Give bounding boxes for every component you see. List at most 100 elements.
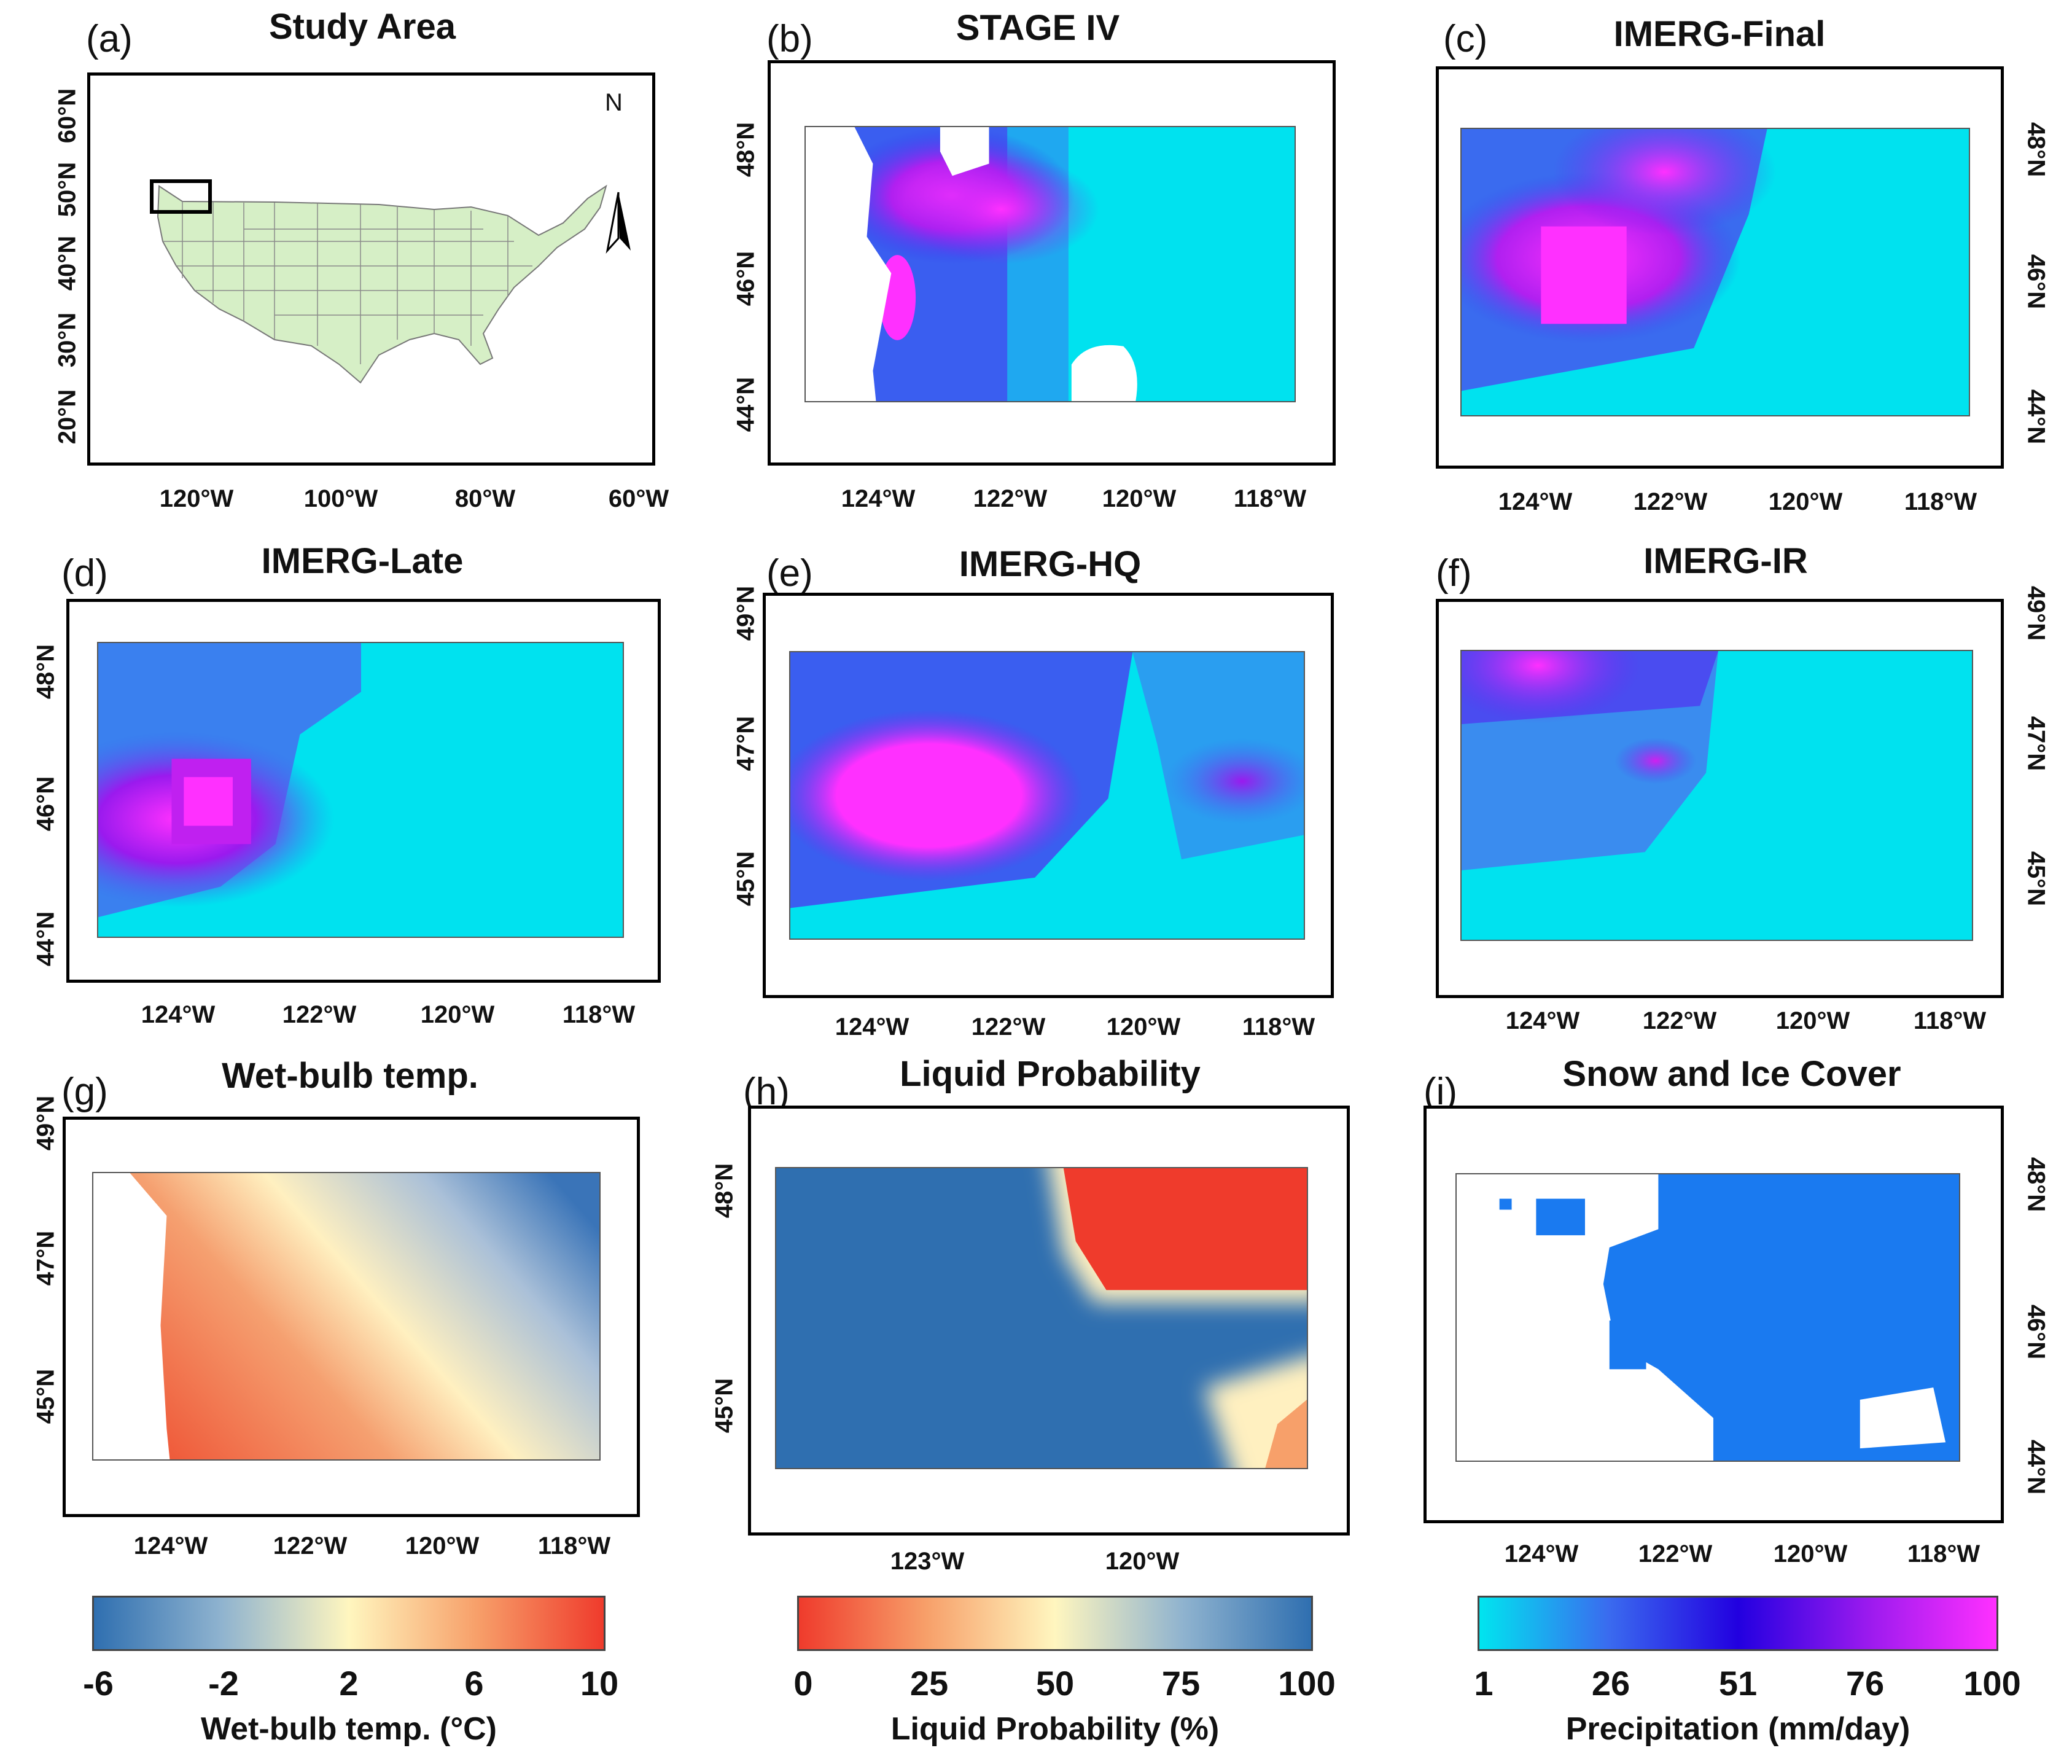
panel-title: IMERG-IR	[1643, 541, 1808, 581]
precip-map-imerg-hq	[789, 651, 1305, 940]
y-tick-label: 49°N	[732, 585, 760, 641]
y-tick-label: 49°N	[2022, 585, 2050, 641]
y-tick-label: 44°N	[2022, 389, 2050, 445]
y-tick-label: 46°N	[2022, 254, 2050, 310]
y-tick-label: 44°N	[32, 911, 60, 967]
colorbar-wet-bulb	[92, 1596, 606, 1651]
colorbar-precipitation-title: Precipitation (mm/day)	[1565, 1711, 1910, 1747]
y-tick-label: 46°N	[32, 776, 60, 832]
x-tick-label: 122°W	[1633, 488, 1708, 515]
x-tick-label: 118°W	[1904, 488, 1977, 515]
y-tick-label: 47°N	[32, 1230, 60, 1286]
north-label: N	[605, 89, 623, 116]
x-tick-label: 120°W	[1106, 1013, 1181, 1040]
panel-title: IMERG-HQ	[959, 544, 1142, 584]
y-tick-label: 48°N	[2022, 1157, 2050, 1212]
precip-map-imerg-late	[97, 642, 624, 938]
x-tick-label: 80°W	[454, 485, 516, 512]
panel-label: (a)	[86, 18, 133, 60]
colorbar-tick-label: 0	[793, 1664, 813, 1703]
y-tick-label: 44°N	[2022, 1439, 2050, 1495]
x-tick-label: 122°W	[1642, 1007, 1717, 1034]
colorbar-tick-label: 26	[1591, 1664, 1630, 1703]
y-tick-label: 45°N	[2022, 851, 2050, 907]
state-borders	[163, 201, 532, 364]
x-tick-label: 124°W	[141, 1001, 216, 1028]
y-tick-label: 60°N	[53, 88, 81, 144]
study-area-map	[87, 72, 655, 466]
panel-title: Study Area	[268, 7, 456, 47]
y-tick-label: 45°N	[711, 1378, 738, 1434]
y-tick-label: 45°N	[32, 1368, 60, 1424]
x-tick-label: 123°W	[890, 1548, 965, 1575]
precip-map-stage-iv	[804, 126, 1296, 402]
x-tick-label: 122°W	[1638, 1540, 1713, 1567]
colorbar-precipitation	[1478, 1596, 1998, 1651]
x-tick-label: 100°W	[303, 485, 378, 512]
colorbar-tick-label: -6	[83, 1664, 114, 1703]
colorbar-tick-label: 100	[1963, 1664, 2021, 1703]
liquid-probability-map	[775, 1167, 1308, 1469]
y-tick-label: 47°N	[2022, 716, 2050, 771]
x-tick-label: 124°W	[1504, 1540, 1579, 1567]
study-area-box	[150, 179, 212, 214]
colorbar-tick-label: 1	[1474, 1664, 1494, 1703]
colorbar-tick-label: 50	[1035, 1664, 1075, 1703]
snow-ice-cover-map	[1455, 1173, 1960, 1462]
colorbar-tick-label: -2	[208, 1664, 239, 1703]
y-tick-label: 48°N	[32, 644, 60, 700]
x-tick-label: 120°W	[420, 1001, 495, 1028]
panel-label: (g)	[61, 1071, 108, 1113]
panel-label: (d)	[61, 552, 108, 595]
y-tick-label: 20°N	[53, 389, 81, 445]
x-tick-label: 124°W	[1498, 488, 1573, 515]
north-arrow-icon	[618, 192, 631, 251]
colorbar-tick-label: 75	[1161, 1664, 1201, 1703]
x-tick-label: 124°W	[835, 1013, 909, 1040]
colorbar-tick-label: 10	[580, 1664, 619, 1703]
x-tick-label: 120°W	[1773, 1540, 1848, 1567]
colorbar-liquid-probability	[797, 1596, 1313, 1651]
x-tick-label: 118°W	[537, 1532, 611, 1559]
y-tick-label: 49°N	[32, 1095, 60, 1151]
precip-map-imerg-ir	[1460, 650, 1973, 941]
x-tick-label: 120°W	[1768, 488, 1843, 515]
colorbar-wet-bulb-title: Wet-bulb temp. (°C)	[201, 1711, 497, 1747]
y-tick-label: 44°N	[732, 377, 760, 432]
x-tick-label: 118°W	[1913, 1007, 1987, 1034]
x-tick-label: 60°W	[608, 485, 669, 512]
colorbar-tick-label: 6	[464, 1664, 484, 1703]
colorbar-tick-label: 76	[1845, 1664, 1885, 1703]
colorbar-tick-label: 25	[909, 1664, 949, 1703]
y-tick-label: 30°N	[53, 312, 81, 368]
y-tick-label: 50°N	[53, 162, 81, 217]
x-tick-label: 120°W	[1105, 1548, 1180, 1575]
x-tick-label: 122°W	[273, 1532, 348, 1559]
panel-title: Liquid Probability	[900, 1054, 1201, 1094]
y-tick-label: 46°N	[732, 251, 760, 306]
colorbar-tick-label: 100	[1278, 1664, 1336, 1703]
x-tick-label: 118°W	[562, 1001, 636, 1028]
x-tick-label: 120°W	[159, 485, 234, 512]
usa-land	[157, 184, 607, 384]
panel-label: (f)	[1436, 552, 1472, 595]
y-tick-label: 48°N	[2022, 122, 2050, 178]
y-tick-label: 48°N	[711, 1163, 738, 1219]
y-tick-label: 47°N	[732, 716, 760, 771]
y-tick-label: 45°N	[732, 851, 760, 907]
x-tick-label: 122°W	[971, 1013, 1046, 1040]
x-tick-label: 122°W	[282, 1001, 357, 1028]
x-tick-label: 120°W	[1775, 1007, 1850, 1034]
y-tick-label: 46°N	[2022, 1304, 2050, 1360]
panel-label: (e)	[766, 552, 813, 595]
wet-bulb-temp-map	[92, 1172, 601, 1461]
colorbar-tick-label: 51	[1718, 1664, 1758, 1703]
colorbar-liquid-probability-title: Liquid Probability (%)	[890, 1711, 1220, 1747]
panel-label: (c)	[1443, 18, 1488, 60]
panel-title: IMERG-Late	[261, 541, 464, 581]
x-tick-label: 118°W	[1242, 1013, 1315, 1040]
precip-map-imerg-final	[1460, 128, 1970, 416]
usa-outline-map	[150, 179, 631, 384]
x-tick-label: 120°W	[1102, 485, 1177, 512]
x-tick-label: 118°W	[1907, 1540, 1980, 1567]
